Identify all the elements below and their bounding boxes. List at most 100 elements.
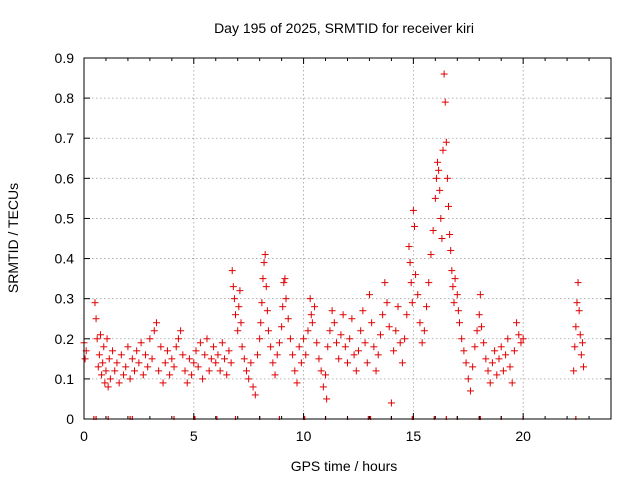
data-point <box>439 146 447 154</box>
data-point <box>262 283 270 291</box>
data-point <box>221 355 229 363</box>
data-point <box>323 395 331 403</box>
y-tick-label: 0.9 <box>55 50 75 66</box>
data-point <box>499 367 507 375</box>
data-point <box>436 186 444 194</box>
y-axis: 0 0.1 0.2 0.3 0.4 0.5 0.6 0.7 0.8 0.9 <box>55 50 611 427</box>
data-point <box>135 359 143 367</box>
data-point <box>447 247 455 255</box>
data-point <box>124 343 132 351</box>
data-point <box>291 367 299 375</box>
data-point <box>105 355 113 363</box>
data-point <box>578 339 586 347</box>
data-point <box>513 319 521 327</box>
data-point <box>212 359 220 367</box>
data-point <box>418 339 426 347</box>
data-point <box>96 331 104 339</box>
y-tick-label: 0.7 <box>55 130 75 146</box>
data-point <box>196 339 204 347</box>
data-point <box>111 367 119 375</box>
data-point <box>216 367 224 375</box>
data-point <box>425 279 433 287</box>
data-point <box>519 335 527 343</box>
data-point <box>232 311 240 319</box>
data-point <box>101 379 109 387</box>
data-point <box>223 371 231 379</box>
y-tick-label: 0.5 <box>55 210 75 226</box>
data-point <box>174 335 182 343</box>
data-point <box>168 355 176 363</box>
data-point <box>235 303 243 311</box>
data-point <box>577 351 585 359</box>
data-point <box>273 351 281 359</box>
data-point <box>205 367 213 375</box>
data-point <box>185 355 193 363</box>
y-tick-label: 0.3 <box>55 291 75 307</box>
data-point <box>390 347 398 355</box>
data-point <box>229 283 237 291</box>
data-point <box>339 311 347 319</box>
data-point <box>361 339 369 347</box>
data-point <box>210 343 218 351</box>
data-point <box>313 339 321 347</box>
x-tick-label: 5 <box>190 428 198 444</box>
data-point <box>139 371 147 379</box>
data-point <box>264 327 272 335</box>
y-tick-label: 0.8 <box>55 90 75 106</box>
data-point <box>515 331 523 339</box>
data-point <box>363 359 371 367</box>
data-point <box>228 267 236 275</box>
data-point <box>354 347 362 355</box>
data-point <box>120 371 128 379</box>
data-point <box>359 307 367 315</box>
data-point <box>269 359 277 367</box>
data-point <box>442 138 450 146</box>
data-point <box>381 279 389 287</box>
data-point <box>451 275 459 283</box>
data-point <box>326 327 334 335</box>
x-tick-label: 10 <box>296 428 312 444</box>
data-point <box>458 335 466 343</box>
data-point <box>341 343 349 351</box>
data-point <box>328 307 336 315</box>
data-point <box>225 347 233 355</box>
data-point <box>304 327 312 335</box>
data-point <box>190 359 198 367</box>
x-tick-label: 20 <box>515 428 531 444</box>
data-point <box>311 303 319 311</box>
data-point <box>100 343 108 351</box>
data-point <box>477 323 485 331</box>
data-point <box>117 351 125 359</box>
data-point <box>412 271 420 279</box>
data-point <box>300 335 308 343</box>
data-point <box>432 174 440 182</box>
data-point <box>201 351 209 359</box>
data-point <box>148 355 156 363</box>
data-point <box>491 347 499 355</box>
data-point <box>128 355 136 363</box>
data-point <box>122 363 130 371</box>
x-tick-label: 15 <box>406 428 422 444</box>
data-point <box>166 371 174 379</box>
chart-title: Day 195 of 2025, SRMTID for receiver kir… <box>214 20 474 36</box>
data-point <box>144 363 152 371</box>
data-point <box>406 259 414 267</box>
data-point <box>113 359 121 367</box>
data-point <box>405 243 413 251</box>
data-point <box>346 335 354 343</box>
data-point <box>440 70 448 78</box>
data-point <box>192 347 200 355</box>
data-point <box>261 251 269 259</box>
data-point <box>179 351 187 359</box>
data-point <box>102 367 110 375</box>
data-point <box>324 343 332 351</box>
data-point <box>289 351 297 359</box>
data-point <box>279 303 287 311</box>
data-point <box>172 343 180 351</box>
data-point <box>506 363 514 371</box>
y-tick-label: 0.2 <box>55 331 75 347</box>
data-point <box>370 343 378 351</box>
data-point <box>437 214 445 222</box>
data-point <box>484 367 492 375</box>
